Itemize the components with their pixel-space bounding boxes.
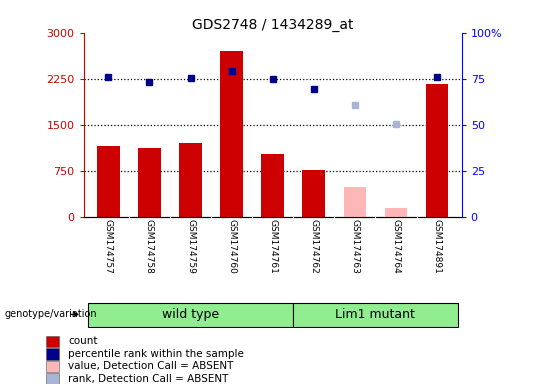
Bar	[46, 361, 58, 372]
Text: GSM174757: GSM174757	[104, 220, 113, 275]
Bar	[384, 208, 407, 217]
Bar	[97, 146, 120, 217]
Text: value, Detection Call = ABSENT: value, Detection Call = ABSENT	[68, 361, 234, 371]
Bar	[46, 373, 58, 384]
Title: GDS2748 / 1434289_at: GDS2748 / 1434289_at	[192, 18, 354, 31]
Text: wild type: wild type	[162, 308, 219, 321]
Text: rank, Detection Call = ABSENT: rank, Detection Call = ABSENT	[68, 374, 228, 384]
Text: GSM174758: GSM174758	[145, 220, 154, 275]
Bar	[261, 154, 284, 217]
Bar	[220, 51, 243, 217]
Text: count: count	[68, 336, 98, 346]
Text: GSM174762: GSM174762	[309, 220, 318, 274]
Bar	[179, 143, 202, 217]
Bar	[343, 187, 366, 217]
Text: Lim1 mutant: Lim1 mutant	[335, 308, 415, 321]
Bar	[88, 303, 293, 327]
Bar	[293, 303, 457, 327]
Text: GSM174760: GSM174760	[227, 220, 236, 275]
Text: GSM174761: GSM174761	[268, 220, 277, 275]
Text: GSM174891: GSM174891	[433, 220, 442, 275]
Text: GSM174764: GSM174764	[392, 220, 401, 274]
Bar	[426, 84, 448, 217]
Bar	[46, 348, 58, 360]
Bar	[302, 170, 325, 217]
Bar	[138, 148, 161, 217]
Text: GSM174759: GSM174759	[186, 220, 195, 275]
Text: GSM174763: GSM174763	[350, 220, 360, 275]
Text: percentile rank within the sample: percentile rank within the sample	[68, 349, 244, 359]
Text: genotype/variation: genotype/variation	[4, 310, 97, 319]
Bar	[46, 336, 58, 347]
